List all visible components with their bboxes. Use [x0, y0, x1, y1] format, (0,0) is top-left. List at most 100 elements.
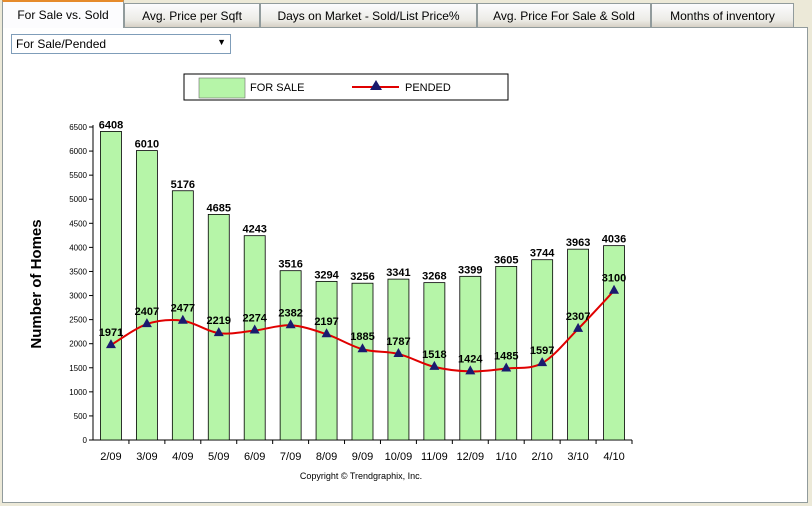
- bar-value-label: 6408: [99, 119, 123, 131]
- x-tick-label: 11/09: [421, 451, 448, 463]
- bar-value-label: 3399: [458, 264, 482, 276]
- pended-marker: [537, 357, 548, 367]
- bar-value-label: 3256: [350, 271, 374, 283]
- pended-marker: [285, 319, 296, 329]
- pended-value-label: 1597: [530, 345, 554, 357]
- x-tick-label: 3/10: [567, 451, 588, 463]
- pended-value-label: 1885: [350, 331, 374, 343]
- bar-value-label: 3605: [494, 254, 518, 266]
- y-tick-label: 2500: [69, 316, 87, 325]
- legend-line-label: PENDED: [405, 82, 451, 94]
- chart-type-dropdown[interactable]: For Sale/Pended ▼: [11, 34, 231, 54]
- y-axis-title: Number of Homes: [28, 219, 45, 348]
- pended-value-label: 1424: [458, 353, 483, 365]
- tab-avg-price-per-sqft[interactable]: Avg. Price per Sqft: [124, 3, 260, 27]
- y-tick-label: 4000: [69, 243, 87, 252]
- legend-bar-label: FOR SALE: [250, 82, 304, 94]
- pended-value-label: 1787: [386, 336, 410, 348]
- tab-bar: For Sale vs. Sold Avg. Price per Sqft Da…: [0, 0, 812, 28]
- tab-days-on-market[interactable]: Days on Market - Sold/List Price%: [260, 3, 477, 27]
- bar-value-label: 3516: [278, 259, 302, 271]
- x-tick-label: 5/09: [208, 451, 229, 463]
- pended-marker: [213, 327, 224, 337]
- y-tick-label: 3000: [69, 292, 87, 301]
- bar: [567, 248, 589, 441]
- bar-series: 6408 6010 5176 4685 4243 3516 3294 3256 3341 3268…: [99, 119, 626, 441]
- bar-value-label: 3744: [530, 248, 555, 260]
- y-tick-label: 4500: [69, 219, 87, 228]
- pended-value-label: 1971: [99, 327, 123, 339]
- pended-marker: [501, 362, 512, 372]
- chart: FOR SALE PENDED 0 500 1000 1500 2000 2500 3000…: [28, 73, 633, 481]
- pended-marker: [393, 347, 404, 357]
- bar: [459, 275, 482, 441]
- pended-value-label: 2197: [314, 316, 338, 328]
- pended-marker: [573, 322, 584, 332]
- pended-marker: [465, 365, 476, 375]
- pended-marker: [321, 328, 332, 338]
- bar-value-label: 5176: [171, 179, 195, 191]
- y-tick-label: 500: [74, 412, 88, 421]
- pended-marker: [105, 339, 116, 349]
- bar-value-label: 4243: [242, 224, 266, 236]
- x-tick-label: 3/09: [136, 451, 157, 463]
- x-tick-label: 4/10: [603, 451, 624, 463]
- pended-value-label: 2307: [566, 311, 590, 323]
- pended-marker: [609, 284, 620, 294]
- pended-marker: [177, 314, 188, 324]
- legend-bar-swatch: [198, 77, 246, 99]
- y-tick-label: 3500: [69, 267, 87, 276]
- pended-value-label: 2219: [207, 315, 231, 327]
- y-tick-label: 5000: [69, 195, 87, 204]
- pended-value-label: 2382: [278, 307, 302, 319]
- x-tick-label: 2/10: [531, 451, 552, 463]
- bar-value-label: 4036: [602, 234, 626, 246]
- legend: FOR SALE PENDED: [183, 73, 509, 101]
- line-series: 1971 2407 2477 2219 2274 2382 2197 1885 1787 1518…: [99, 273, 626, 375]
- pended-marker: [249, 324, 260, 334]
- bar: [531, 259, 554, 441]
- x-tick-label: 12/09: [457, 451, 485, 463]
- x-tick-label: 8/09: [316, 451, 337, 463]
- x-tick-label: 10/09: [385, 451, 413, 463]
- y-tick-label: 5500: [69, 171, 87, 180]
- pended-value-label: 2274: [242, 312, 267, 324]
- pended-marker: [357, 343, 368, 353]
- y-tick-label: 6000: [69, 147, 87, 156]
- bar-value-label: 6010: [135, 139, 159, 151]
- bar-value-label: 3963: [566, 237, 590, 249]
- legend-line-marker: [370, 80, 382, 90]
- bar-value-label: 4685: [207, 202, 231, 214]
- pended-value-label: 1485: [494, 350, 518, 362]
- x-tick-label: 7/09: [280, 451, 301, 463]
- x-tick-label: 4/09: [172, 451, 193, 463]
- bar: [495, 266, 518, 441]
- x-tick-label: 1/10: [496, 451, 517, 463]
- pended-marker: [429, 360, 440, 370]
- tab-avg-price-for-sale-sold[interactable]: Avg. Price For Sale & Sold: [477, 3, 651, 27]
- y-tick-label: 0: [83, 436, 88, 445]
- x-tick-label: 2/09: [100, 451, 121, 463]
- y-tick-label: 1000: [69, 388, 87, 397]
- bar: [279, 270, 302, 441]
- bar: [135, 150, 158, 441]
- pended-value-label: 2477: [171, 303, 195, 315]
- pended-value-label: 2407: [135, 306, 159, 318]
- y-tick-label: 1500: [69, 364, 87, 373]
- bar: [603, 245, 625, 441]
- pended-marker: [141, 318, 152, 328]
- bar-value-label: 3294: [314, 269, 339, 281]
- bar: [243, 235, 266, 441]
- x-tick-label: 6/09: [244, 451, 265, 463]
- tab-months-of-inventory[interactable]: Months of inventory: [651, 3, 794, 27]
- chart-panel: For Sale/Pended ▼ FOR SALE PENDED 0 500 10…: [2, 27, 808, 503]
- chevron-down-icon: ▼: [217, 37, 226, 47]
- dropdown-value: For Sale/Pended: [16, 37, 107, 51]
- pended-value-label: 1518: [422, 349, 446, 361]
- bar-value-label: 3268: [422, 271, 446, 283]
- y-tick-label: 6500: [69, 123, 87, 132]
- pended-value-label: 3100: [602, 273, 626, 285]
- tab-for-sale-vs-sold[interactable]: For Sale vs. Sold: [2, 0, 124, 28]
- copyright-text: Copyright © Trendgraphix, Inc.: [300, 471, 422, 481]
- bar: [351, 282, 374, 441]
